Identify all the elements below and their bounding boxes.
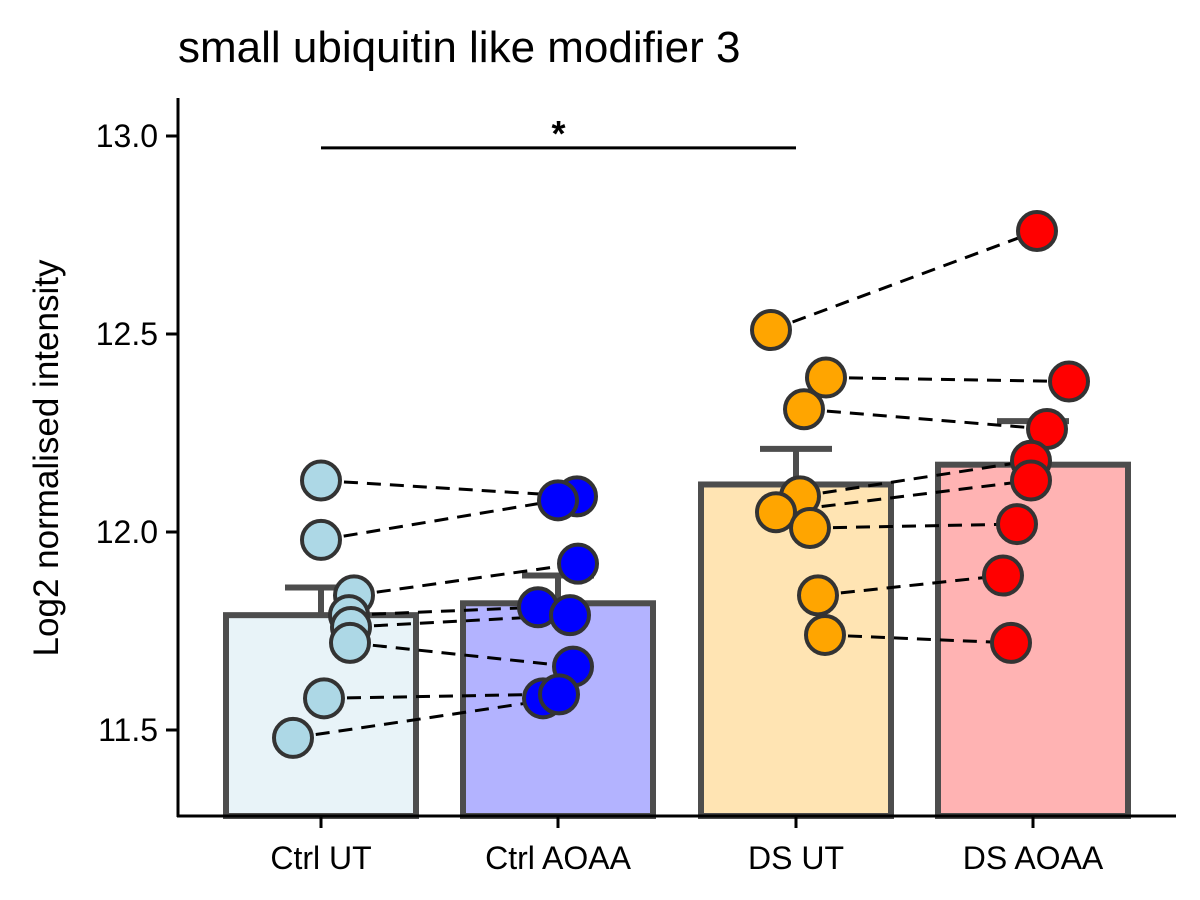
y-tick-label: 12.0 xyxy=(96,514,158,550)
data-point xyxy=(750,309,792,352)
pair-line xyxy=(799,459,1032,498)
pair-line xyxy=(825,376,1070,384)
data-point xyxy=(272,716,314,759)
data-point xyxy=(300,518,342,561)
pair-lines-layer xyxy=(292,229,1070,740)
x-tick-label: DS AOAA xyxy=(963,840,1104,876)
significance-label: * xyxy=(551,113,565,154)
pair-line xyxy=(323,692,544,700)
data-point xyxy=(300,459,342,502)
data-point xyxy=(1010,459,1052,502)
pair-line xyxy=(824,633,1012,645)
data-point xyxy=(805,356,847,399)
pair-line xyxy=(775,479,1032,514)
significance-layer: * xyxy=(321,113,796,154)
pair-line xyxy=(320,479,578,498)
data-point xyxy=(797,574,839,617)
data-point xyxy=(537,479,579,522)
pair-line xyxy=(770,229,1038,332)
axes-layer xyxy=(176,98,1176,818)
data-point xyxy=(549,594,591,637)
data-point xyxy=(538,673,580,716)
y-tick-label: 13.0 xyxy=(96,118,158,154)
x-tick-label: Ctrl UT xyxy=(270,840,371,876)
points-layer xyxy=(272,210,1090,759)
data-point xyxy=(557,542,599,585)
pair-line xyxy=(350,613,571,629)
data-point xyxy=(789,507,831,550)
data-point xyxy=(990,621,1032,664)
y-axis-label: Log2 normalised intensity xyxy=(27,259,66,656)
y-tick-label: 12.5 xyxy=(96,316,158,352)
data-point xyxy=(982,554,1024,597)
pair-line xyxy=(348,605,539,617)
data-point xyxy=(329,621,371,664)
y-tick-label: 11.5 xyxy=(98,712,158,748)
chart-title: small ubiquitin like modifier 3 xyxy=(178,23,740,72)
x-tick-label: Ctrl AOAA xyxy=(485,840,631,876)
pair-line xyxy=(320,498,559,542)
pair-line xyxy=(803,407,1048,431)
data-point xyxy=(1048,360,1090,403)
data-point xyxy=(1016,210,1058,253)
data-point xyxy=(755,491,797,534)
x-tick-label: DS UT xyxy=(748,840,844,876)
data-point xyxy=(303,677,345,720)
ticks-layer: 11.5 12.0 12.5 13.0 Ctrl UT Ctrl AOAA DS UT DS … xyxy=(96,118,1104,876)
pair-line xyxy=(353,562,579,597)
pair-line xyxy=(817,574,1004,597)
data-point xyxy=(783,388,825,431)
pair-line xyxy=(809,522,1018,530)
data-point xyxy=(996,503,1038,546)
pair-line xyxy=(349,641,574,669)
data-point xyxy=(804,613,846,656)
